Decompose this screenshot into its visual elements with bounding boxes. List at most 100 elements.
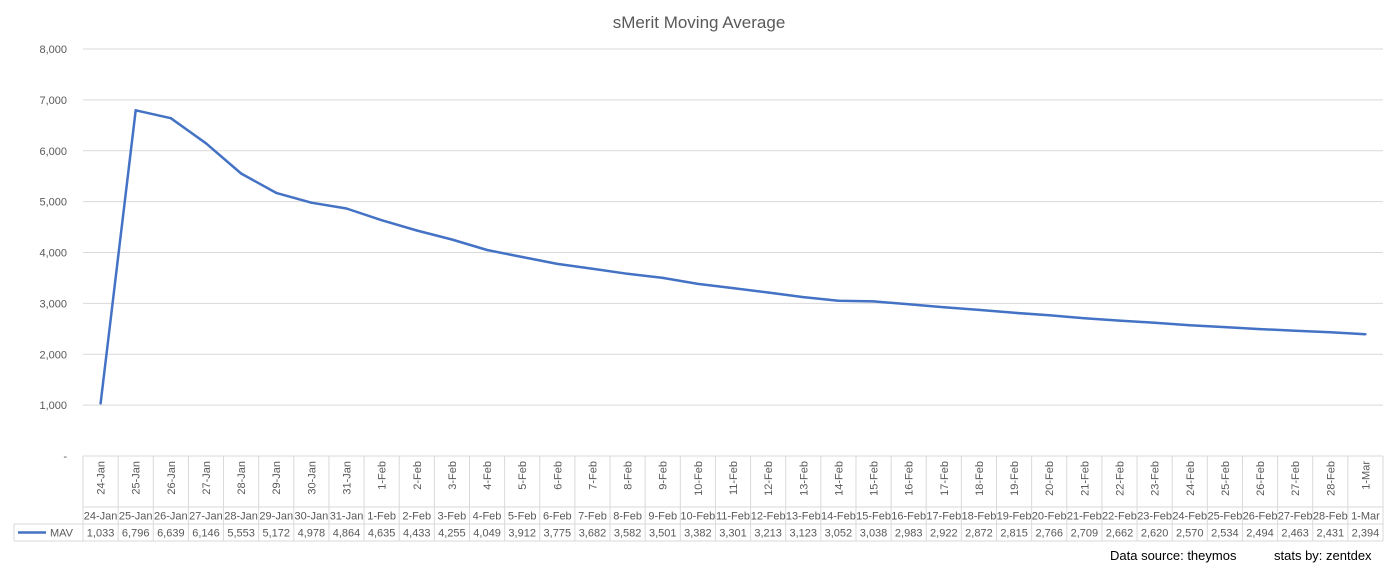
- table-header-cell: 25-Feb: [1207, 511, 1242, 523]
- table-value-cell: 4,255: [438, 528, 466, 540]
- table-header-cell: 16-Feb: [891, 511, 926, 523]
- table-header-cell: 27-Feb: [1278, 511, 1313, 523]
- table-value-cell: 3,912: [508, 528, 536, 540]
- table-value-cell: 3,123: [790, 528, 818, 540]
- data-point: [942, 306, 946, 309]
- x-tick-label: 3-Feb: [447, 461, 459, 490]
- y-tick-label: 4,000: [39, 248, 67, 260]
- x-tick-label: 15-Feb: [869, 461, 881, 496]
- table-header-cell: 26-Feb: [1243, 511, 1278, 523]
- table-header-cell: 21-Feb: [1067, 511, 1102, 523]
- table-value-cell: 6,639: [157, 528, 185, 540]
- x-tick-label: 18-Feb: [974, 461, 986, 496]
- data-point: [520, 255, 524, 259]
- table-value-cell: 3,052: [825, 528, 853, 540]
- data-point: [591, 267, 594, 270]
- data-point: [1188, 324, 1191, 327]
- data-point: [626, 272, 629, 275]
- table-header-cell: 3-Feb: [438, 511, 467, 523]
- data-point: [380, 218, 383, 222]
- data-point: [345, 207, 348, 210]
- table-header-cell: 25-Jan: [119, 511, 153, 523]
- series-line-mav: [99, 109, 1366, 404]
- x-tick-label: 23-Feb: [1150, 461, 1162, 496]
- table-value-cell: 3,301: [719, 528, 747, 540]
- data-point: [731, 286, 735, 290]
- table-header-cell: 12-Feb: [751, 511, 786, 523]
- table-header-cell: 15-Feb: [856, 511, 891, 523]
- x-tick-label: 7-Feb: [587, 461, 599, 490]
- y-tick-label: 7,000: [39, 95, 67, 107]
- table-header-cell: 9-Feb: [648, 511, 677, 523]
- data-point: [556, 262, 559, 266]
- table-header-cell: 1-Mar: [1351, 511, 1380, 523]
- table-header-cell: 17-Feb: [926, 511, 961, 523]
- table-header-cell: 28-Jan: [224, 511, 258, 523]
- table-header-cell: 8-Feb: [613, 511, 642, 523]
- table-header-cell: 11-Feb: [716, 511, 750, 523]
- data-point: [1329, 331, 1332, 334]
- table-header-cell: 26-Jan: [154, 511, 188, 523]
- table-header-cell: 20-Feb: [1032, 511, 1067, 523]
- data-point: [1153, 321, 1156, 324]
- data-point: [99, 402, 102, 405]
- table-header-cell: 22-Feb: [1102, 511, 1137, 523]
- data-point: [1118, 319, 1121, 322]
- table-header-cell: 1-Feb: [367, 511, 396, 523]
- x-tick-label: 5-Feb: [517, 461, 529, 490]
- table-value-cell: 2,709: [1071, 528, 1099, 540]
- table-header-cell: 7-Feb: [578, 511, 607, 523]
- x-tick-label: 24-Feb: [1185, 461, 1197, 496]
- table-header-cell: 24-Jan: [84, 511, 118, 523]
- x-tick-label: 6-Feb: [552, 461, 564, 490]
- x-tick-label: 25-Jan: [131, 461, 143, 495]
- table-header-cell: 10-Feb: [680, 511, 715, 523]
- x-tick-label: 20-Feb: [1044, 461, 1056, 496]
- stats-by-note: stats by: zentdex: [1274, 548, 1372, 563]
- table-value-cell: 3,775: [544, 528, 572, 540]
- table-value-cell: 2,431: [1317, 528, 1345, 540]
- data-point: [1364, 333, 1367, 336]
- data-point: [837, 299, 840, 302]
- table-value-cell: 2,394: [1352, 528, 1380, 540]
- table-header-cell: 30-Jan: [295, 511, 329, 523]
- x-tick-label: 2-Feb: [412, 461, 424, 490]
- x-tick-label: 26-Jan: [166, 461, 178, 495]
- table-value-cell: 2,463: [1281, 528, 1309, 540]
- table-header-cell: 18-Feb: [962, 511, 997, 523]
- x-tick-label: 28-Jan: [236, 461, 248, 495]
- data-source-note: Data source: theymos: [1110, 548, 1237, 563]
- data-point: [802, 295, 805, 299]
- table-value-cell: 2,922: [930, 528, 958, 540]
- x-tick-label: 11-Feb: [728, 461, 740, 495]
- data-point: [872, 300, 875, 303]
- data-point: [661, 276, 664, 280]
- y-tick-label: 2,000: [39, 349, 67, 361]
- table-value-cell: 1,033: [87, 528, 115, 540]
- data-table: 24-Jan 25-Jan 26-Jan 27-Jan 28-Jan 29-Jan 30-J…: [13, 506, 1383, 542]
- series-lines: [99, 109, 1367, 405]
- table-value-cell: 5,553: [227, 528, 255, 540]
- data-point: [485, 248, 489, 252]
- data-point: [169, 117, 173, 120]
- data-point: [696, 282, 700, 286]
- table-value-cell: 2,570: [1176, 528, 1204, 540]
- table-value-cell: 4,978: [298, 528, 326, 540]
- gridlines: [83, 48, 1383, 406]
- y-tick-label: -: [63, 451, 67, 463]
- table-value-cell: 3,582: [614, 528, 642, 540]
- x-tick-label: 30-Jan: [306, 461, 318, 495]
- data-point: [239, 172, 243, 175]
- x-tick-label: 13-Feb: [798, 461, 810, 496]
- y-tick-label: 5,000: [39, 197, 67, 209]
- table-value-cell: 2,983: [895, 528, 923, 540]
- table-value-cell: 3,382: [684, 528, 712, 540]
- x-tick-label: 1-Mar: [1360, 461, 1372, 490]
- x-tick-label: 9-Feb: [658, 461, 670, 490]
- table-header-cell: 5-Feb: [508, 511, 537, 523]
- x-tick-label: 8-Feb: [623, 461, 635, 490]
- legend-label: MAV: [50, 528, 74, 540]
- x-tick-label: 29-Jan: [271, 461, 283, 495]
- y-tick-label: 8,000: [39, 44, 67, 56]
- table-value-cell: 2,815: [1000, 528, 1028, 540]
